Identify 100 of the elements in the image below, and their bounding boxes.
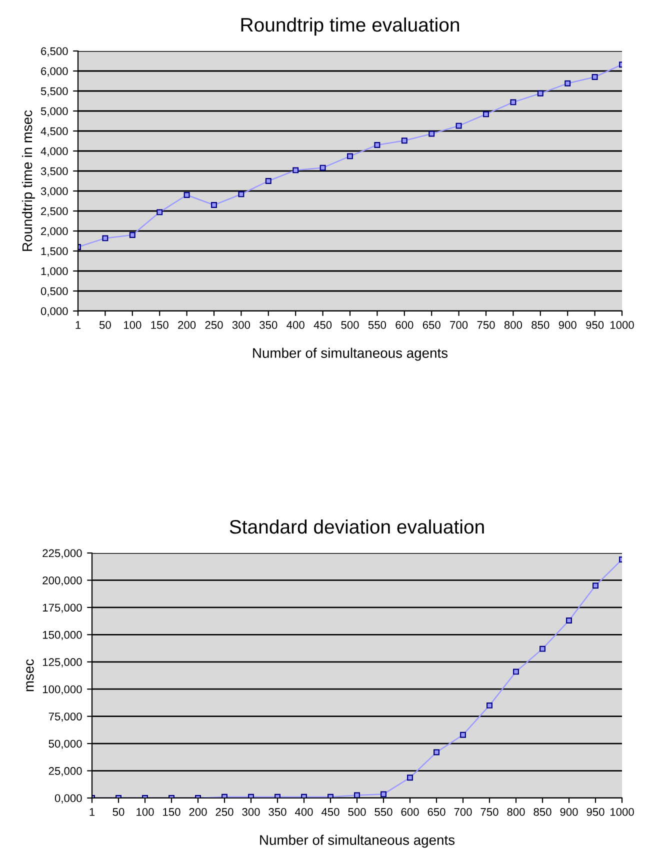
point xyxy=(566,618,572,624)
x-tick-label: 450 xyxy=(321,808,340,816)
y-tick-label: 0,000 xyxy=(40,307,68,316)
x-tick-label: 700 xyxy=(450,321,468,329)
y-tick-label: 50,000 xyxy=(48,740,82,750)
x-tick-label: 500 xyxy=(341,321,359,329)
x-tick-label: 350 xyxy=(260,321,278,329)
x-tick-label: 350 xyxy=(268,808,286,816)
x-tick-label: 750 xyxy=(477,321,495,329)
y-tick-label: 3,500 xyxy=(40,167,68,176)
x-tick-label: 550 xyxy=(374,808,392,816)
chart-title: Roundtrip time evaluation xyxy=(241,17,459,36)
y-axis-title: msec xyxy=(26,659,34,692)
x-tick-label: 1000 xyxy=(610,808,634,816)
y-tick-label: 5,500 xyxy=(40,87,68,96)
x-tick-label: 950 xyxy=(586,808,604,816)
x-tick-label: 150 xyxy=(151,321,168,329)
point xyxy=(347,153,353,160)
y-tick-label: 1,000 xyxy=(41,267,68,276)
y-tick-label: 25,000 xyxy=(48,767,82,776)
x-tick-label: 250 xyxy=(216,808,234,816)
x-tick-label: 1 xyxy=(90,808,95,816)
y-tick-label: 225,000 xyxy=(42,549,82,558)
x-tick-label: 900 xyxy=(560,808,578,816)
x-tick-label: 300 xyxy=(242,808,260,816)
point xyxy=(102,235,108,242)
point xyxy=(320,164,326,171)
x-tick-label: 950 xyxy=(586,321,604,329)
point xyxy=(592,582,598,589)
x-tick-label: 1 xyxy=(76,321,81,329)
x-tick-label: 50 xyxy=(99,321,111,329)
x-tick-label: 750 xyxy=(480,808,498,816)
x-tick-label: 300 xyxy=(232,321,250,329)
x-tick-label: 650 xyxy=(428,808,446,816)
point xyxy=(486,702,492,708)
x-axis-title: Number of simultaneous agents xyxy=(253,348,448,361)
x-tick-label: 200 xyxy=(189,808,207,816)
point xyxy=(592,74,598,80)
point xyxy=(354,792,360,798)
point xyxy=(540,646,546,652)
y-tick-label: 3,000 xyxy=(40,187,68,196)
x-tick-label: 700 xyxy=(454,808,472,816)
point xyxy=(184,192,190,198)
point xyxy=(456,122,462,129)
x-tick-label: 250 xyxy=(205,321,223,329)
point xyxy=(407,774,413,781)
x-tick-label: 450 xyxy=(314,321,332,329)
y-tick-label: 0,500 xyxy=(40,287,68,296)
point xyxy=(401,138,408,144)
point xyxy=(564,80,571,86)
x-tick-label: 500 xyxy=(348,808,366,816)
point xyxy=(238,191,244,198)
x-tick-label: 800 xyxy=(507,808,525,816)
point xyxy=(265,178,272,184)
point xyxy=(156,209,163,216)
y-tick-label: 150,000 xyxy=(42,630,82,640)
point xyxy=(434,749,440,756)
x-tick-label: 100 xyxy=(136,808,154,816)
y-tick-label: 75,000 xyxy=(48,712,82,722)
x-tick-label: 800 xyxy=(504,321,522,329)
y-tick-label: 2,500 xyxy=(41,207,68,216)
x-tick-label: 1000 xyxy=(610,321,634,329)
point xyxy=(129,232,136,238)
y-tick-label: 2,000 xyxy=(41,227,68,236)
x-tick-label: 850 xyxy=(534,808,552,816)
x-axis-title: Number of simultaneous agents xyxy=(260,834,455,848)
point xyxy=(513,668,519,675)
point xyxy=(292,167,299,174)
point xyxy=(211,202,217,208)
x-tick-label: 900 xyxy=(558,321,576,329)
y-tick-label: 4,500 xyxy=(40,127,68,136)
y-tick-label: 4,000 xyxy=(40,147,68,156)
y-tick-label: 125,000 xyxy=(42,658,82,668)
point xyxy=(510,99,516,106)
chart-title: Standard deviation evaluation xyxy=(230,519,484,534)
x-tick-label: 400 xyxy=(294,808,313,816)
x-tick-label: 850 xyxy=(532,321,550,329)
x-tick-label: 200 xyxy=(178,321,196,329)
x-tick-label: 400 xyxy=(286,321,304,329)
point xyxy=(374,142,380,148)
point xyxy=(380,791,386,798)
y-tick-label: 200,000 xyxy=(42,576,82,586)
x-tick-label: 600 xyxy=(401,808,419,816)
y-tick-label: 5,000 xyxy=(40,107,68,116)
y-axis-title: Roundtrip time in msec xyxy=(22,110,35,251)
point xyxy=(537,90,544,96)
x-tick-label: 600 xyxy=(396,321,414,329)
x-tick-label: 50 xyxy=(112,808,124,816)
x-tick-label: 100 xyxy=(124,321,142,329)
y-tick-label: 1,500 xyxy=(41,247,68,256)
x-tick-label: 550 xyxy=(368,321,386,329)
point xyxy=(483,111,489,118)
x-tick-label: 650 xyxy=(422,321,440,329)
y-tick-label: 0,000 xyxy=(54,794,82,804)
point xyxy=(460,732,466,738)
y-tick-label: 6,000 xyxy=(41,67,68,76)
y-tick-label: 100,000 xyxy=(42,685,82,695)
x-tick-label: 150 xyxy=(163,808,180,816)
point xyxy=(428,130,435,137)
y-tick-label: 6,500 xyxy=(41,47,68,56)
